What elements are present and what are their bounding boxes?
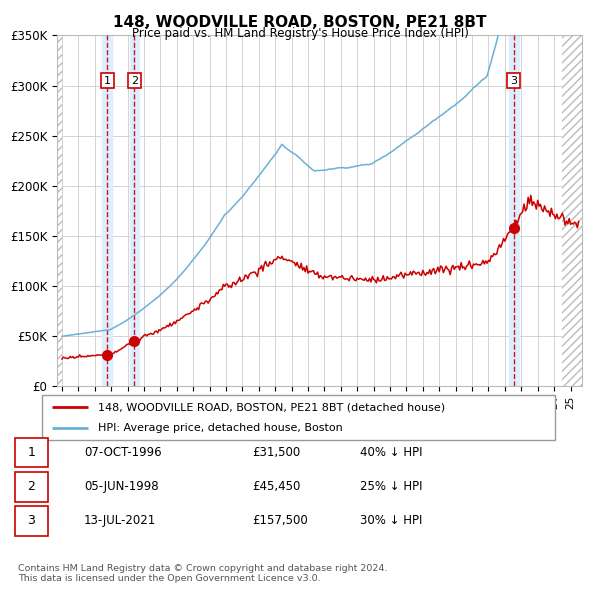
Text: 148, WOODVILLE ROAD, BOSTON, PE21 8BT: 148, WOODVILLE ROAD, BOSTON, PE21 8BT bbox=[113, 15, 487, 30]
Text: Contains HM Land Registry data © Crown copyright and database right 2024.
This d: Contains HM Land Registry data © Crown c… bbox=[18, 563, 388, 583]
Text: 13-JUL-2021: 13-JUL-2021 bbox=[84, 514, 156, 527]
Bar bbox=[130, 35, 139, 386]
Text: Price paid vs. HM Land Registry's House Price Index (HPI): Price paid vs. HM Land Registry's House … bbox=[131, 27, 469, 40]
Text: 3: 3 bbox=[510, 76, 517, 86]
Bar bbox=[57, 35, 62, 386]
Text: 07-OCT-1996: 07-OCT-1996 bbox=[84, 446, 161, 459]
Text: 148, WOODVILLE ROAD, BOSTON, PE21 8BT (detached house): 148, WOODVILLE ROAD, BOSTON, PE21 8BT (d… bbox=[98, 402, 446, 412]
Bar bbox=[103, 35, 112, 386]
Text: 05-JUN-1998: 05-JUN-1998 bbox=[84, 480, 158, 493]
FancyBboxPatch shape bbox=[42, 395, 555, 440]
Bar bbox=[509, 35, 518, 386]
Text: £45,450: £45,450 bbox=[252, 480, 301, 493]
Text: 1: 1 bbox=[28, 446, 35, 459]
Text: 1: 1 bbox=[104, 76, 111, 86]
Text: 2: 2 bbox=[28, 480, 35, 493]
Text: £31,500: £31,500 bbox=[252, 446, 300, 459]
Text: 2: 2 bbox=[131, 76, 138, 86]
Text: 30% ↓ HPI: 30% ↓ HPI bbox=[360, 514, 422, 527]
Text: 25% ↓ HPI: 25% ↓ HPI bbox=[360, 480, 422, 493]
Text: £157,500: £157,500 bbox=[252, 514, 308, 527]
Text: 3: 3 bbox=[28, 514, 35, 527]
Text: 40% ↓ HPI: 40% ↓ HPI bbox=[360, 446, 422, 459]
Bar bbox=[562, 35, 582, 386]
Text: HPI: Average price, detached house, Boston: HPI: Average price, detached house, Bost… bbox=[98, 422, 343, 432]
